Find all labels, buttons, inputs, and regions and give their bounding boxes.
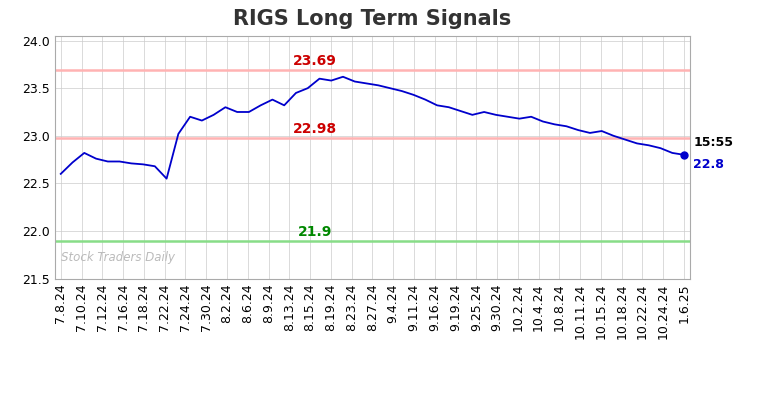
Text: 22.8: 22.8	[694, 158, 724, 171]
Text: Stock Traders Daily: Stock Traders Daily	[61, 251, 176, 264]
Text: 15:55: 15:55	[694, 136, 734, 149]
Text: 21.9: 21.9	[298, 225, 332, 239]
Title: RIGS Long Term Signals: RIGS Long Term Signals	[234, 9, 511, 29]
Text: 23.69: 23.69	[293, 55, 336, 68]
Text: 22.98: 22.98	[292, 122, 337, 136]
